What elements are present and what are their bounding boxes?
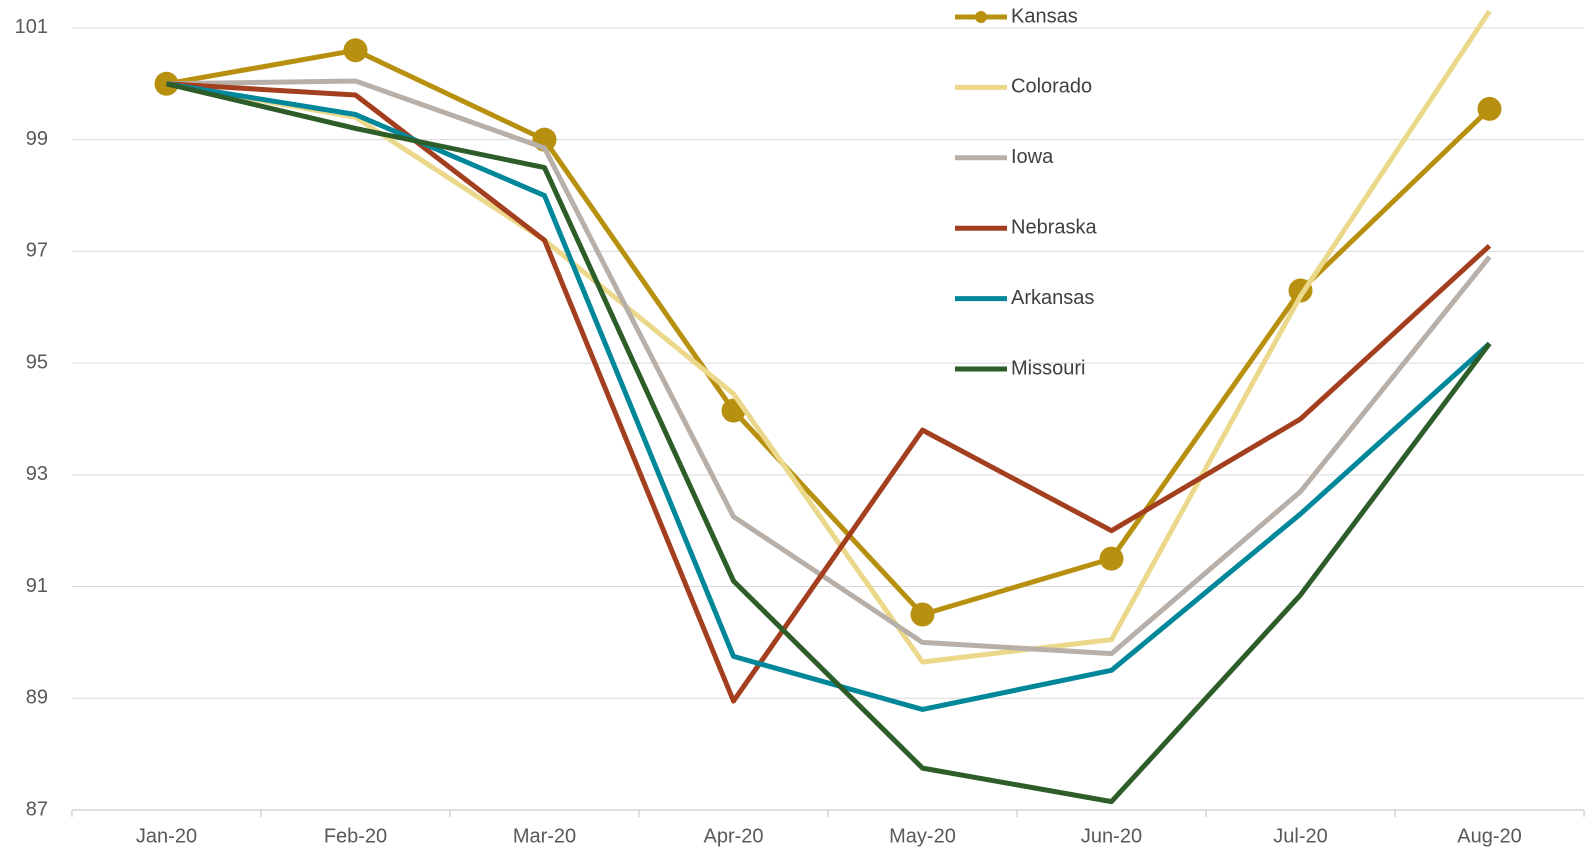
data-point [1478,97,1502,121]
legend-label: Colorado [1011,76,1092,98]
x-tick-label: Aug-20 [1457,825,1522,847]
x-tick-label: Feb-20 [324,825,387,847]
legend-label: Iowa [1011,146,1054,168]
series-line [167,84,1490,710]
data-point [1100,547,1124,571]
x-tick-label: Apr-20 [703,825,763,847]
x-tick-label: Jan-20 [136,825,197,847]
y-tick-label: 101 [15,16,48,38]
y-tick-label: 95 [26,351,48,373]
y-tick-label: 89 [26,687,48,709]
legend-label: Arkansas [1011,287,1094,309]
y-tick-label: 87 [26,798,48,820]
chart: 87 89 91 93 95 97 99 101 Jan-20 Feb-20 Mar-20 Apr-2… [0,0,1589,862]
data-point [911,602,935,626]
y-tick-label: 91 [26,575,48,597]
data-point [344,38,368,62]
legend-marker [975,11,987,23]
y-tick-label: 97 [26,240,48,262]
legend-label: Nebraska [1011,216,1097,238]
x-tick-label: May-20 [889,825,956,847]
x-tick-label: Mar-20 [513,825,576,847]
x-tick-label: Jul-20 [1273,825,1327,847]
series-line [167,84,1490,802]
x-tick-label: Jun-20 [1081,825,1142,847]
y-tick-label: 99 [26,128,48,150]
legend-label: Kansas [1011,5,1078,27]
y-tick-label: 93 [26,463,48,485]
legend-label: Missouri [1011,357,1085,379]
